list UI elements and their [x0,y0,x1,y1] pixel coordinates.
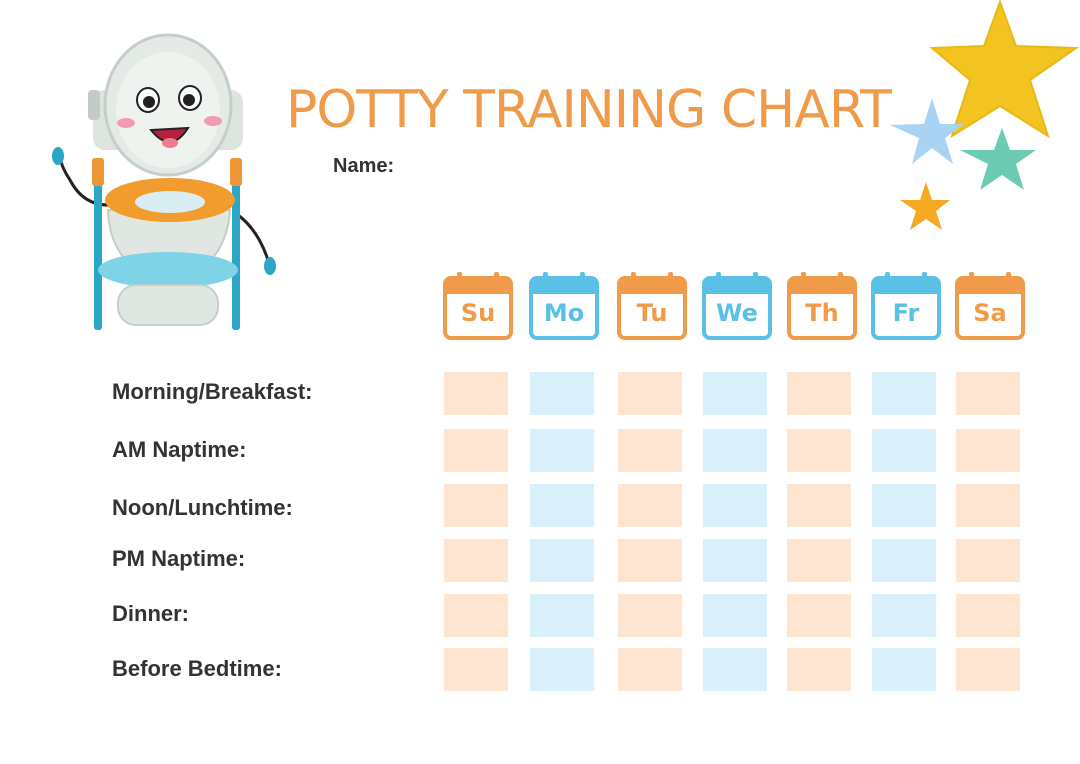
day-header-tu: Tu [617,270,687,340]
tracking-cell[interactable] [787,539,851,582]
calendar-icon [955,272,1025,340]
tracking-cell[interactable] [530,594,594,637]
row-label: PM Naptime: [112,546,246,571]
day-header-we: We [702,270,772,340]
tracking-cell[interactable] [444,539,508,582]
tracking-cell[interactable] [444,594,508,637]
tracking-cell[interactable] [787,484,851,527]
tracking-cell[interactable] [956,539,1020,582]
tracking-cell[interactable] [444,372,508,415]
tracking-cell[interactable] [618,648,682,691]
tracking-cell[interactable] [872,594,936,637]
day-header-th: Th [787,270,857,340]
light-blue-star-icon [890,98,964,164]
tracking-cell[interactable] [703,539,767,582]
tracking-cell[interactable] [530,484,594,527]
day-label: We [716,299,758,327]
tracking-cell[interactable] [530,372,594,415]
calendar-icon [529,272,599,340]
tracking-cell[interactable] [787,429,851,472]
tracking-cell[interactable] [872,484,936,527]
calendar-icon [443,272,513,340]
teal-star-icon [960,128,1036,190]
tracking-cell[interactable] [956,429,1020,472]
tracking-cell[interactable] [703,594,767,637]
tracking-cell[interactable] [956,372,1020,415]
name-label: Name: [333,155,395,177]
tracking-cell[interactable] [618,372,682,415]
tracking-cell[interactable] [444,484,508,527]
tracking-cell[interactable] [703,372,767,415]
tracking-cell[interactable] [618,484,682,527]
tracking-cell[interactable] [703,429,767,472]
tracking-cell[interactable] [530,429,594,472]
potty-mascot-illustration [52,33,276,330]
tracking-cell[interactable] [872,539,936,582]
row-label: Noon/Lunchtime: [112,495,293,520]
tracking-cell[interactable] [703,648,767,691]
day-label: Tu [636,299,668,327]
tracking-cell[interactable] [530,648,594,691]
tracking-cell[interactable] [618,594,682,637]
calendar-icon [617,272,687,340]
tracking-cell[interactable] [956,648,1020,691]
row-label: AM Naptime: [112,437,247,462]
tracking-cell[interactable] [787,372,851,415]
yellow-star-icon [929,0,1080,139]
tracking-cell[interactable] [956,594,1020,637]
day-label: Mo [543,299,585,327]
tracking-cell[interactable] [444,429,508,472]
tracking-cell[interactable] [787,648,851,691]
calendar-icon [787,272,857,340]
tracking-cell[interactable] [618,429,682,472]
day-header-sa: Sa [955,270,1025,340]
row-label: Morning/Breakfast: [112,379,313,404]
day-header-fr: Fr [871,270,941,340]
tracking-cell[interactable] [444,648,508,691]
stars-decoration [890,0,1080,230]
tracking-cell[interactable] [872,372,936,415]
day-header-su: Su [443,270,513,340]
row-label: Before Bedtime: [112,656,282,681]
tracking-cell[interactable] [872,429,936,472]
orange-star-icon [900,182,950,230]
row-label: Dinner: [112,601,189,626]
day-label: Th [805,299,839,327]
day-label: Fr [892,299,920,327]
calendar-icon [871,272,941,340]
calendar-icon [702,272,772,340]
tracking-cell[interactable] [956,484,1020,527]
day-header-mo: Mo [529,270,599,340]
tracking-cell[interactable] [618,539,682,582]
day-label: Sa [973,299,1007,327]
day-label: Su [460,299,496,327]
tracking-cell[interactable] [530,539,594,582]
page-title: POTTY TRAINING CHART [286,80,892,140]
tracking-cell[interactable] [703,484,767,527]
tracking-cell[interactable] [872,648,936,691]
tracking-cell[interactable] [787,594,851,637]
